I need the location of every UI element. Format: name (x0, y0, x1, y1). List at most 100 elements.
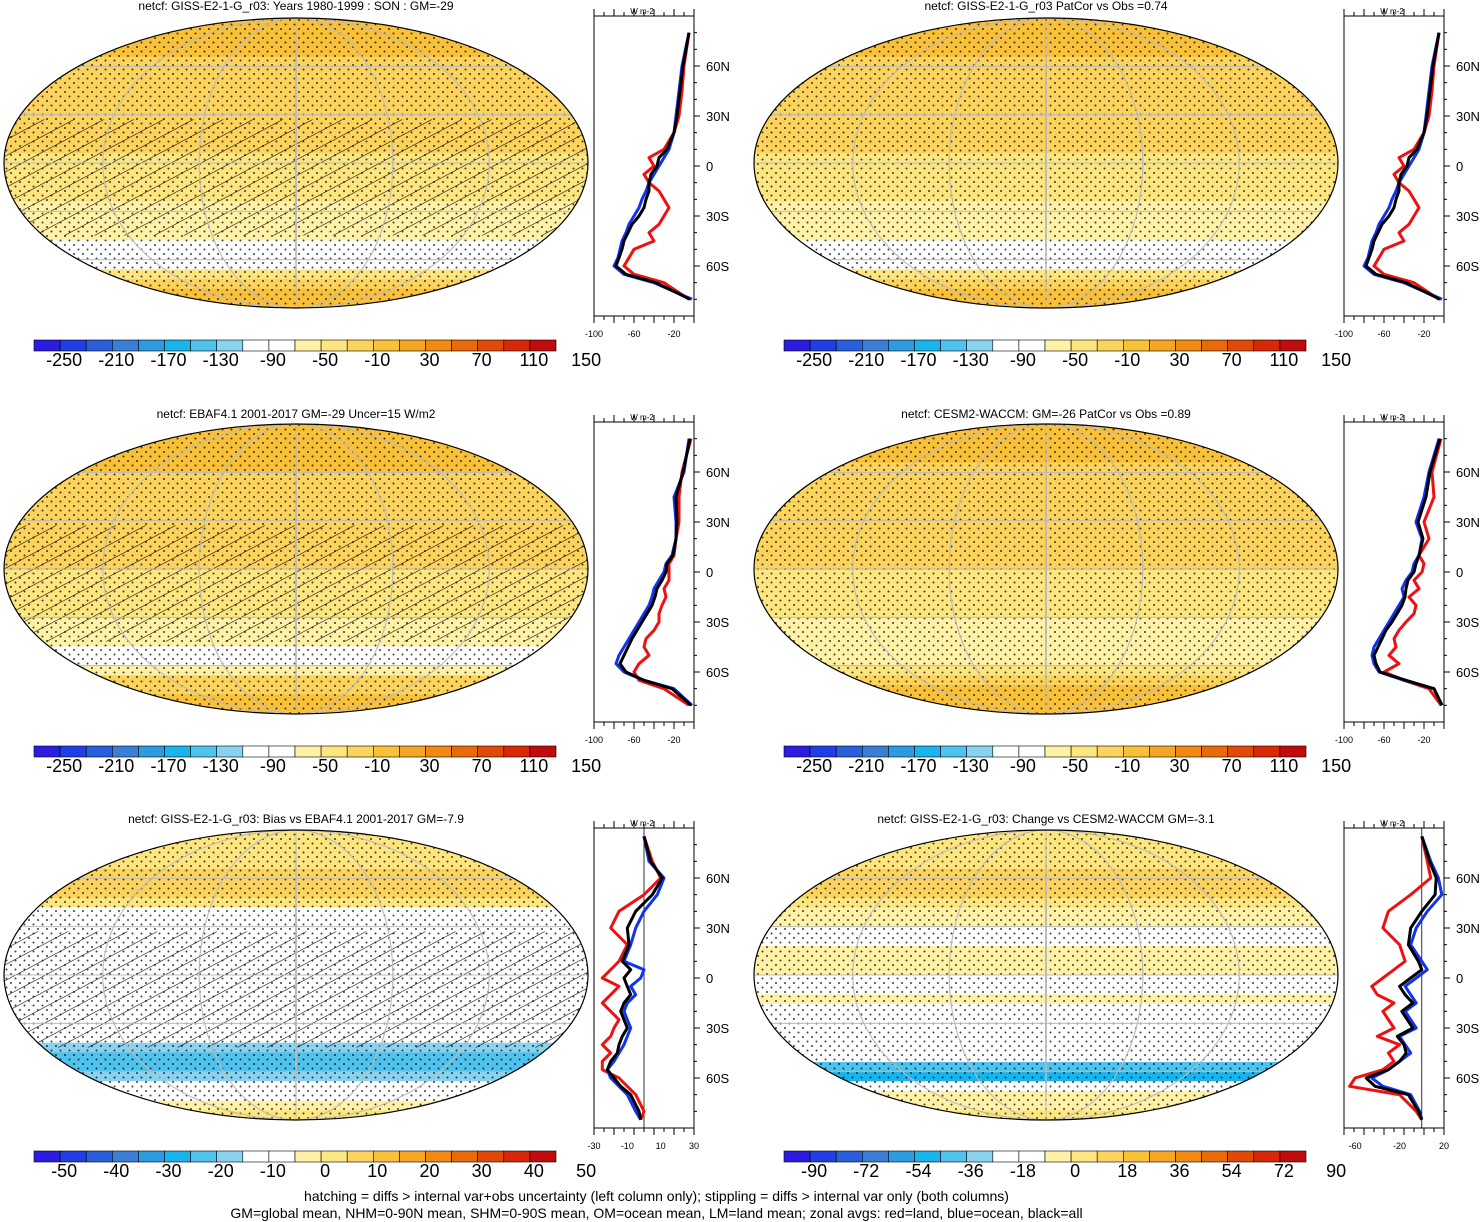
zonal-series-line (1348, 835, 1433, 1121)
colorbar-label: -50 (51, 1161, 77, 1181)
colorbar-label: 70 (1222, 350, 1242, 370)
zonal-unit: W m-2 (1380, 7, 1404, 16)
colorbar-label: -90 (260, 756, 286, 776)
zonal-x-tick: 20 (1439, 1141, 1449, 1151)
zonal-unit: W m-2 (630, 7, 654, 16)
zonal-lat-label: 0 (1456, 971, 1463, 986)
colorbar-label: -130 (203, 756, 239, 776)
zonal-lat-label: 30N (1456, 921, 1480, 936)
zonal-unit: W m-2 (1380, 819, 1404, 828)
colorbar-label: 70 (472, 350, 492, 370)
colorbar-label: -18 (1010, 1161, 1036, 1181)
colorbar-label: -30 (155, 1161, 181, 1181)
colorbar-swatch (1044, 1150, 1072, 1163)
zonal-unit: W m-2 (1380, 413, 1404, 422)
map-outline (3, 17, 589, 309)
zonal-lat-label: 60S (706, 1071, 729, 1086)
zonal-x-tick: -20 (1393, 1141, 1406, 1151)
footnote-hatching: hatching = diffs > internal var+obs unce… (304, 1188, 1009, 1204)
colorbar-label: -130 (203, 350, 239, 370)
colorbar-label: -250 (46, 756, 82, 776)
zonal-mean-plot: W m-2 60N 30N 0 30S 60S -100 -60 -20 (1335, 7, 1480, 339)
zonal-lat-label: 30N (706, 109, 730, 124)
zonal-x-tick: -100 (1335, 735, 1353, 745)
colorbar-label: -10 (364, 350, 390, 370)
colorbar-label: 30 (419, 756, 439, 776)
zonal-lat-label: 60N (706, 465, 730, 480)
zonal-series-line (600, 835, 663, 1121)
colorbar-label: 110 (1270, 350, 1299, 370)
colorbar-label: -90 (801, 1161, 827, 1181)
colorbar-label: 150 (571, 756, 601, 776)
zonal-x-tick: -60 (627, 329, 640, 339)
zonal-mean-plot: W m-2 60N 30N 0 30S 60S -100 -60 -20 (1335, 413, 1480, 745)
zonal-x-tick: -100 (1335, 329, 1353, 339)
zonal-lat-label: 60N (1456, 59, 1480, 74)
colorbar-label: 0 (320, 1161, 330, 1181)
colorbar-label: -50 (312, 350, 338, 370)
colorbar-label: 0 (1070, 1161, 1080, 1181)
colorbar-label: 50 (576, 1161, 596, 1181)
zonal-series-line (618, 438, 692, 707)
colorbar-label: 18 (1117, 1161, 1137, 1181)
zonal-lat-label: 60S (706, 259, 729, 274)
colorbar-swatch (294, 1150, 322, 1163)
zonal-series-line (1364, 835, 1438, 1121)
zonal-x-tick: -30 (587, 1141, 600, 1151)
zonal-x-tick: -20 (667, 329, 680, 339)
zonal-x-tick: -20 (667, 735, 680, 745)
colorbar-label: 150 (571, 350, 601, 370)
colorbar-label: -50 (1062, 350, 1088, 370)
zonal-lat-label: 0 (706, 565, 713, 580)
colorbar-label: 150 (1321, 350, 1351, 370)
footnote-legend: GM=global mean, NHM=0-90N mean, SHM=0-90… (230, 1205, 1083, 1221)
colorbar-label: 30 (1169, 350, 1189, 370)
colorbar-label: 20 (419, 1161, 439, 1181)
colorbar-label: 110 (520, 350, 549, 370)
zonal-lat-label: 0 (1456, 159, 1463, 174)
colorbar-label: -170 (900, 350, 936, 370)
zonal-lat-label: 30S (1456, 209, 1479, 224)
colorbar-label: -90 (1010, 756, 1036, 776)
colorbar-label: -20 (208, 1161, 234, 1181)
colorbar-label: 54 (1222, 1161, 1242, 1181)
graticule (754, 830, 1338, 1120)
colorbar: -50 -40 -30 -20 -10 0 10 20 30 40 50 (33, 1150, 596, 1181)
map-field (754, 830, 1338, 1120)
colorbar-label: 150 (1321, 756, 1351, 776)
panel-6: netcf: GISS-E2-1-G_r03: Change vs CESM2-… (753, 812, 1480, 1181)
map-field (4, 830, 588, 1120)
panel-title: netcf: GISS-E2-1-G_r03: Bias vs EBAF4.1 … (128, 812, 464, 826)
zonal-lat-label: 60N (706, 59, 730, 74)
colorbar-label: -170 (900, 756, 936, 776)
map-field (754, 424, 1338, 714)
colorbar-swatch (1279, 745, 1307, 758)
graticule (4, 424, 588, 714)
zonal-series-line (614, 32, 691, 301)
zonal-lat-label: 30S (1456, 1021, 1479, 1036)
colorbar-label: 72 (1274, 1161, 1294, 1181)
colorbar-label: 30 (1169, 756, 1189, 776)
colorbar-label: -54 (905, 1161, 931, 1181)
zonal-lat-label: 0 (1456, 565, 1463, 580)
colorbar-label: -210 (848, 756, 884, 776)
colorbar-label: -90 (260, 350, 286, 370)
colorbar-label: -170 (150, 756, 186, 776)
zonal-lat-label: 30S (706, 615, 729, 630)
zonal-lat-label: 60N (1456, 465, 1480, 480)
colorbar-label: -170 (150, 350, 186, 370)
colorbar-label: 30 (472, 1161, 492, 1181)
colorbar-swatch (1279, 1150, 1307, 1163)
colorbar-label: -72 (853, 1161, 879, 1181)
panel-3: netcf: EBAF4.1 2001-2017 GM=-29 Uncer=15… (3, 407, 730, 776)
colorbar-swatch (529, 1150, 557, 1163)
zonal-lat-label: 30N (706, 921, 730, 936)
zonal-lat-label: 30S (706, 209, 729, 224)
graticule (754, 18, 1338, 308)
zonal-x-tick: 10 (656, 1141, 666, 1151)
colorbar-label: -36 (958, 1161, 984, 1181)
zonal-lat-label: 30S (706, 1021, 729, 1036)
graticule (754, 424, 1338, 714)
zonal-series-line (1382, 438, 1443, 707)
zonal-lat-label: 30N (1456, 109, 1480, 124)
